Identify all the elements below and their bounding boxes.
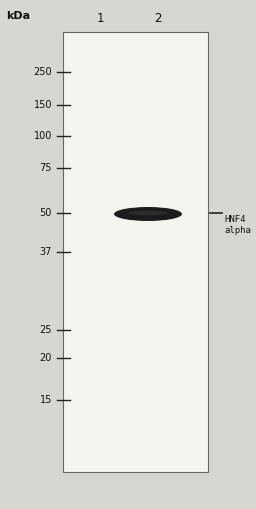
Text: 75: 75: [39, 163, 52, 173]
Text: 1: 1: [96, 12, 104, 24]
Ellipse shape: [114, 207, 182, 221]
Text: 15: 15: [40, 395, 52, 405]
Text: HNF4
alpha: HNF4 alpha: [224, 215, 251, 235]
Text: 50: 50: [40, 208, 52, 218]
Text: kDa: kDa: [6, 11, 30, 21]
Text: 37: 37: [40, 247, 52, 257]
Text: 20: 20: [40, 353, 52, 363]
Text: 2: 2: [154, 12, 162, 24]
Text: 25: 25: [39, 325, 52, 335]
Text: 250: 250: [33, 67, 52, 77]
Text: 150: 150: [34, 100, 52, 110]
Bar: [63, 32, 208, 472]
Ellipse shape: [127, 211, 168, 215]
Text: 100: 100: [34, 131, 52, 141]
